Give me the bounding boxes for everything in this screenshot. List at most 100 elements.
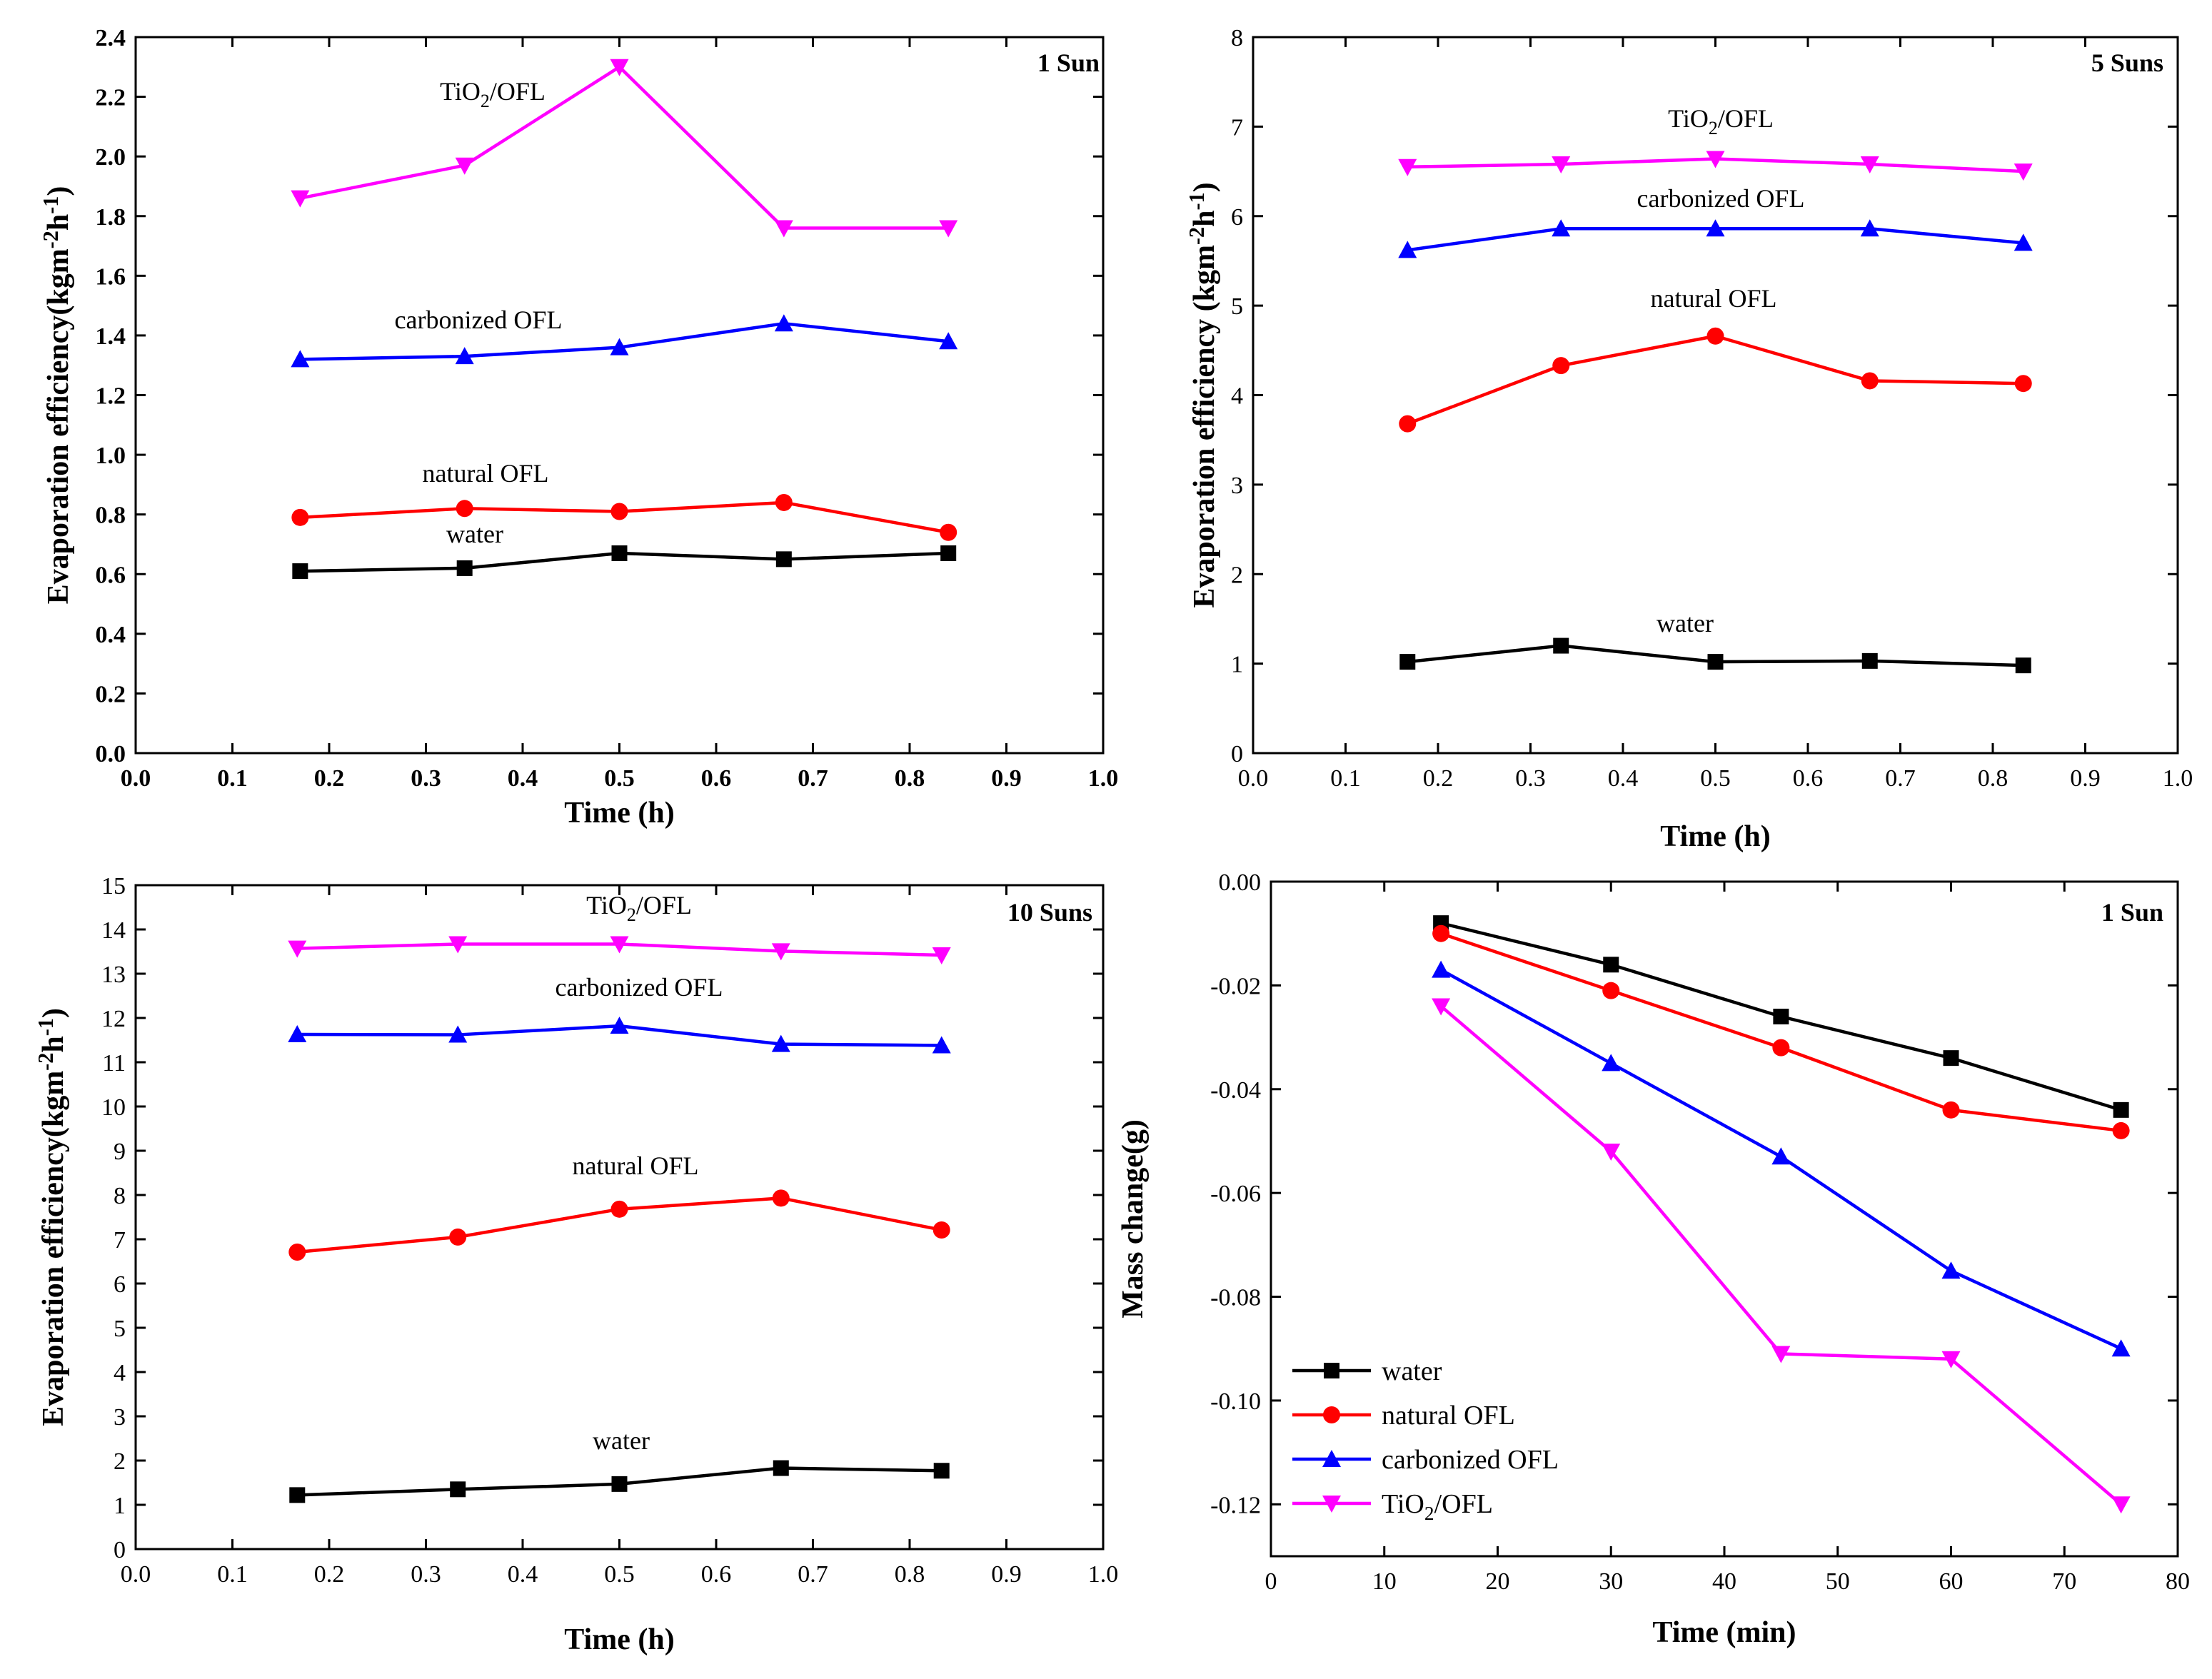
data-point [448,1025,468,1043]
data-point [771,943,790,961]
data-point [2014,233,2033,251]
plot-frame [1252,36,2179,755]
x-tick-label: 0.2 [314,1561,345,1588]
legend-item-carbonized-ofl: carbonized OFL [1292,1445,1559,1475]
y-tick-label: 6 [114,1271,126,1298]
panel-d-mass-change: 0 10 20 30 40 50 60 70 80 0.00 -0.02 -0.04 -0.06 -0.0… [1117,869,2190,1649]
superscript: -1 [34,1018,58,1036]
data-point [1861,372,1879,390]
y-tick-label: 2.0 [96,144,126,171]
data-point [1398,158,1417,176]
data-point [1553,637,1569,654]
x-tick-label: 0.4 [508,765,538,792]
data-point [1773,1009,1789,1024]
data-point [940,523,957,541]
x-tick-label: 60 [1939,1568,1964,1595]
condition-label: 1 Sun [1037,49,1100,77]
series-carbonized-ofl [288,1017,951,1054]
data-point [1861,652,1878,669]
x-tick-label: 0.1 [217,765,248,792]
y-tick-label: 3 [1231,473,1243,499]
y-tick-label: 0.2 [96,681,126,707]
series-water [289,1460,950,1503]
data-point [1771,1346,1791,1363]
text-part: ) [37,1008,70,1018]
legend-swatch-marker [1322,1496,1341,1513]
data-point [611,1476,628,1492]
series-line [1439,1004,2123,1506]
y-tick-label: 0 [114,1537,126,1563]
data-point [610,59,629,76]
data-point [771,1034,790,1052]
legend-label: TiO2/OFL [1382,1489,1493,1524]
text-part: Evaporation efficiency(kgm [37,1071,70,1426]
series-carbonized-ofl [291,314,958,368]
panel-a-1-sun: 0.0 0.1 0.2 0.3 0.4 0.5 0.6 0.7 0.8 0.9 1.0 0.0 0.2 0… [39,25,1118,830]
series-annotation-tio2-ofl: TiO2/OFL [1668,104,1774,138]
x-tick-label: 0.3 [411,765,441,792]
y-tick-label: 3 [114,1404,126,1431]
data-point [291,508,309,526]
x-tick-label: 50 [1826,1568,1850,1595]
data-point [2112,1121,2130,1139]
x-tick-label: 0.9 [2070,765,2101,792]
superscript: -1 [1185,192,1209,210]
legend-swatch-marker [1324,1363,1339,1378]
data-point [1860,156,1879,174]
x-tick-label: 0.2 [1423,765,1454,792]
series-annotation-water: water [593,1426,650,1455]
data-point [939,332,958,350]
data-point [773,1460,789,1476]
data-point [610,338,629,356]
y-tick-label: 0.4 [96,622,126,648]
data-point [1432,960,1451,978]
data-point [1432,998,1451,1016]
y-tick-label: 1.0 [96,443,126,469]
y-tick-label: 1.2 [96,383,126,410]
text-rest: /OFL [490,77,546,106]
plot-frame [134,36,1105,755]
y-tick-label: -0.04 [1210,1077,1261,1104]
x-tick-label: 0.9 [991,765,1022,792]
subscript-2: 2 [627,904,636,925]
series-annotation-natural-ofl: natural OFL [573,1151,699,1180]
data-point [2111,1496,2131,1514]
data-point [774,314,793,332]
superscript: -1 [39,196,63,214]
x-tick-label: 40 [1712,1568,1736,1595]
series-tio2-ofl [1398,151,2033,181]
y-tick-label: 8 [1231,25,1243,51]
data-point [1943,1050,1959,1067]
x-tick-label: 0.6 [1793,765,1824,792]
data-point [1552,156,1571,174]
data-point [2015,657,2031,674]
x-tick-label: 0.8 [1978,765,2009,792]
x-tick-label: 0 [1265,1568,1277,1595]
data-point [1432,924,1450,942]
text-part: Evaporation efficiency (kgm [1188,245,1221,608]
data-point [291,190,310,208]
x-tick-label: 0.3 [1515,765,1546,792]
text-rest: /OFL [1434,1489,1493,1519]
data-point [456,500,473,518]
text-part: Evaporation efficiency(kgm [42,248,75,604]
series-annotation-carbonized-ofl: carbonized OFL [395,306,563,334]
data-point [775,551,792,568]
data-point [1602,1144,1621,1161]
data-point [288,1024,307,1042]
series-annotation-natural-ofl: natural OFL [1651,284,1777,313]
data-point [1942,1101,1960,1119]
x-tick-label: 0.1 [217,1561,248,1588]
series-water [1399,637,2031,674]
y-tick-label: 2 [1231,562,1243,588]
y-tick-label: 1 [114,1493,126,1519]
data-point [2014,375,2032,393]
y-axis-label: Mass change(g) [1117,1119,1150,1319]
x-tick-label: 20 [1486,1568,1510,1595]
series-tio2-ofl [1432,998,2131,1514]
x-tick-label: 0.0 [121,1561,151,1588]
y-tick-label: 7 [114,1227,126,1254]
data-point [932,1221,950,1239]
text-part: ) [1188,182,1221,192]
